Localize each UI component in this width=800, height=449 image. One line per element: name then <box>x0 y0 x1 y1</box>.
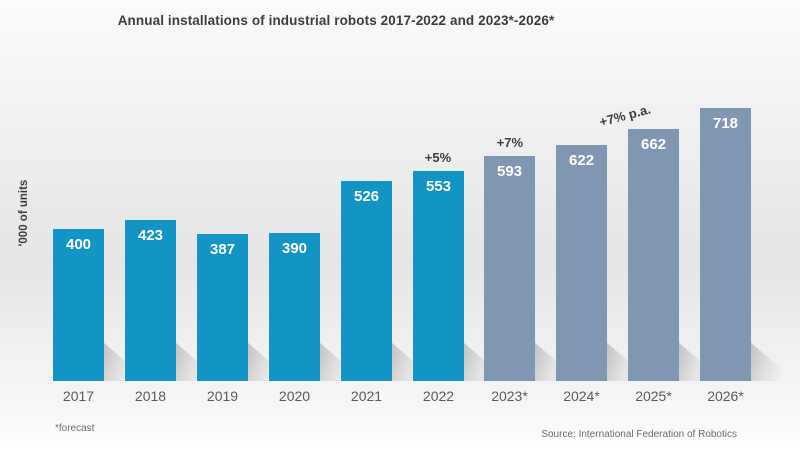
x-axis-label: 2021 <box>350 388 383 404</box>
bar-2017: 400 <box>53 229 104 381</box>
bar-2019: 387 <box>197 234 248 381</box>
bar-value-label: 662 <box>640 136 667 153</box>
bar-2023*: 593 <box>484 156 535 381</box>
growth-annotation: +7% <box>496 135 524 150</box>
bar-2026*: 718 <box>700 108 751 381</box>
x-axis-label: 2023* <box>491 388 528 404</box>
bar-value-label: 553 <box>425 178 452 195</box>
bar-value-label: 622 <box>568 152 595 169</box>
x-axis-label: 2024* <box>563 388 600 404</box>
bar-value-label: 387 <box>209 241 236 258</box>
bar-2018: 423 <box>125 220 176 381</box>
x-axis-label: 2018 <box>134 388 167 404</box>
bar-value-label: 593 <box>496 163 523 180</box>
plot-area: 400 2017 423 2018 387 2019 390 2020 526 2021 553 20… <box>53 81 795 404</box>
bar-value-label: 423 <box>137 227 164 244</box>
growth-annotation: +5% <box>424 150 452 165</box>
bar-value-label: 390 <box>281 240 308 257</box>
bar-shadow <box>749 341 795 381</box>
source-note: Source: International Federation of Robo… <box>541 429 737 440</box>
bar-value-label: 526 <box>353 188 380 205</box>
bar-value-label: 718 <box>712 115 739 132</box>
chart-title: Annual installations of industrial robot… <box>117 13 555 28</box>
bar-2025*: 662 <box>628 129 679 381</box>
x-axis-label: 2020 <box>278 388 311 404</box>
bar-2020: 390 <box>269 233 320 381</box>
x-axis-label: 2019 <box>206 388 239 404</box>
bar-2022: 553 <box>413 171 464 381</box>
growth-annotation: +7% p.a. <box>597 101 653 130</box>
x-axis-label: 2017 <box>62 388 95 404</box>
x-axis-label: 2026* <box>707 388 744 404</box>
x-axis-label: 2025* <box>635 388 672 404</box>
bar-value-label: 400 <box>65 236 92 253</box>
y-axis-label: '000 of units <box>18 179 30 247</box>
x-axis-label: 2022 <box>422 388 455 404</box>
bar-2021: 526 <box>341 181 392 381</box>
forecast-footnote: *forecast <box>55 423 95 434</box>
bar-2024*: 622 <box>556 145 607 381</box>
